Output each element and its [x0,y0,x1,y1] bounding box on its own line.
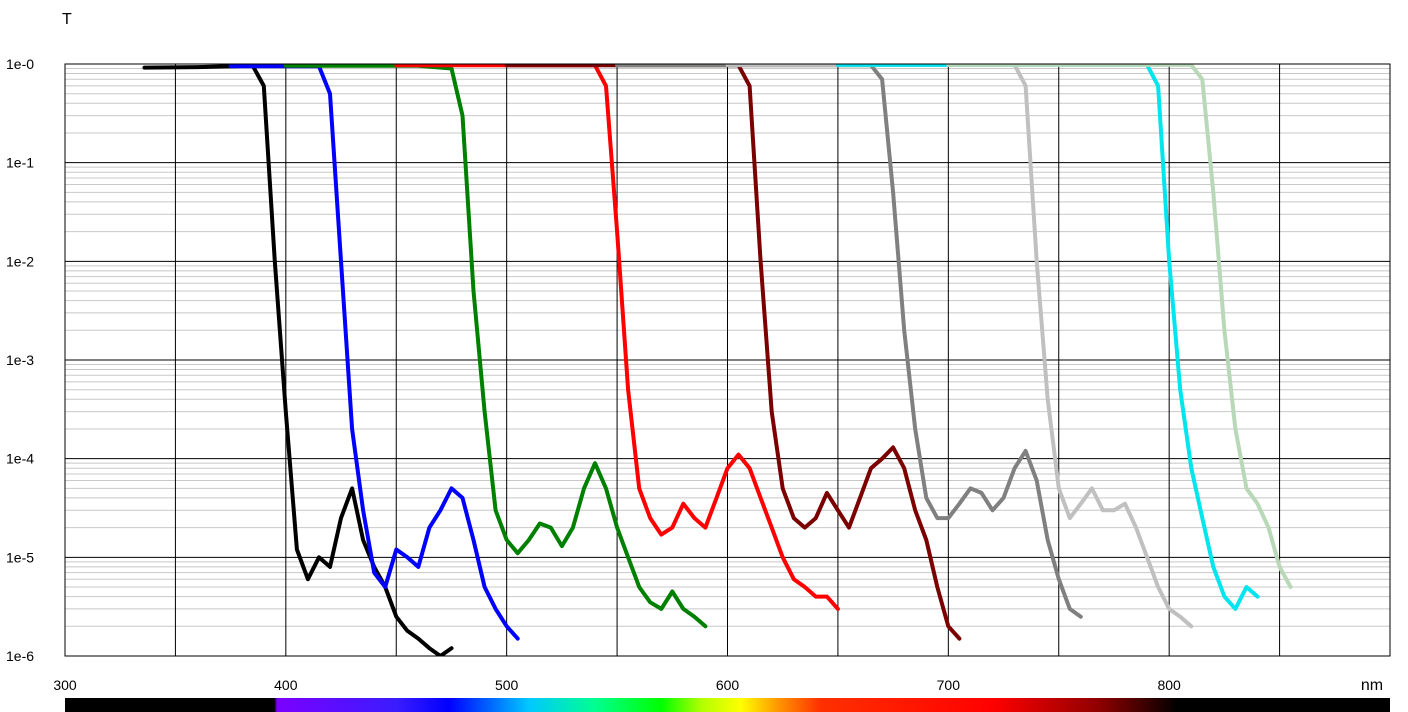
x-tick-label: 700 [937,677,961,693]
x-tick-label: 600 [716,677,740,693]
y-tick-label: 1e-6 [6,648,34,664]
y-tick-label: 1e-3 [6,352,34,368]
y-tick-label: 1e-4 [6,451,34,467]
x-tick-labels: 300 400 500 600 700 800 [53,677,1181,693]
x-tick-label: 300 [53,677,77,693]
series-line-6 [615,64,1083,619]
spectrum-bar [65,698,1390,712]
plot-frame [64,63,1391,657]
series-line-1 [142,64,454,656]
chart-series [142,64,1293,656]
y-tick-label: 1e-2 [6,253,34,269]
y-tick-labels: 1e-0 1e-1 1e-2 1e-3 1e-4 1e-5 1e-6 [6,56,34,664]
y-tick-label: 1e-5 [6,549,34,565]
x-axis-label: nm [1361,677,1383,694]
x-tick-label: 400 [274,677,298,693]
series-line-5 [504,64,962,641]
series-line-7 [725,64,1194,629]
y-tick-label: 1e-0 [6,56,34,72]
x-tick-label: 500 [495,677,519,693]
series-line-8 [835,64,1260,611]
y-tick-label: 1e-1 [6,155,34,171]
y-axis-label: T [62,11,72,28]
series-line-9 [946,64,1293,589]
chart-grid [65,63,1390,657]
series-line-2 [228,64,520,641]
series-line-3 [283,64,708,629]
x-tick-label: 800 [1157,677,1181,693]
series-line-4 [394,64,840,611]
